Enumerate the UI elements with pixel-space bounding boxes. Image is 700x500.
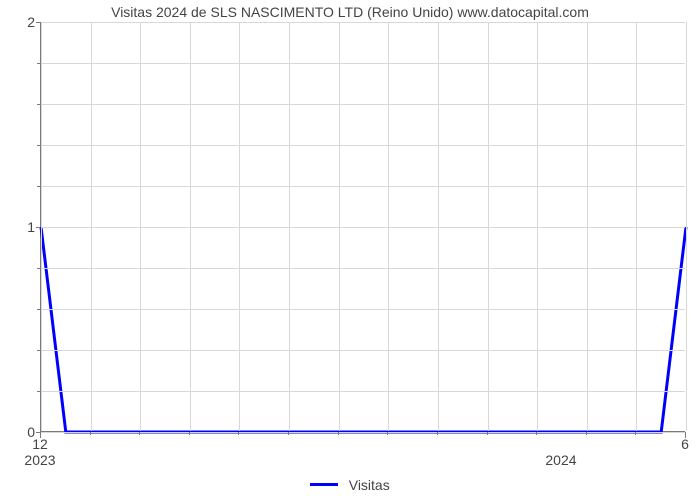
grid-horizontal [41,227,685,228]
y-tick-mark-minor [37,145,40,146]
y-tick-mark-minor [37,309,40,310]
x-tick-mark-minor [288,432,289,435]
grid-horizontal [41,432,685,433]
chart-container: Visitas 2024 de SLS NASCIMENTO LTD (Rein… [0,0,700,500]
x-tick-mark-minor [387,432,388,435]
y-tick-label: 0 [5,424,35,440]
y-tick-mark-minor [37,104,40,105]
grid-horizontal-minor [41,268,685,269]
y-tick-mark-minor [37,350,40,351]
x-tick-label-year: 2023 [24,452,55,468]
x-tick-label-year: 2024 [545,452,576,468]
grid-horizontal-minor [41,145,685,146]
grid-horizontal-minor [41,186,685,187]
grid-horizontal-minor [41,309,685,310]
grid-horizontal-minor [41,63,685,64]
legend-label: Visitas [349,477,390,493]
x-tick-mark-minor [338,432,339,435]
x-tick-label: 12 [32,436,48,452]
x-tick-mark-minor [139,432,140,435]
chart-title: Visitas 2024 de SLS NASCIMENTO LTD (Rein… [0,4,700,20]
x-tick-mark-minor [189,432,190,435]
grid-horizontal-minor [41,391,685,392]
x-tick-mark-minor [90,432,91,435]
y-tick-mark [36,22,40,23]
grid-horizontal-minor [41,350,685,351]
y-tick-label: 2 [5,14,35,30]
y-tick-mark-minor [37,63,40,64]
x-tick-mark-minor [487,432,488,435]
y-tick-mark-minor [37,186,40,187]
plot-area [40,22,685,432]
grid-vertical [686,22,687,431]
legend: Visitas [0,476,700,494]
grid-horizontal [41,22,685,23]
y-tick-mark [36,227,40,228]
grid-horizontal-minor [41,104,685,105]
series-line [41,227,686,432]
x-tick-mark-minor [437,432,438,435]
x-tick-label: 6 [681,436,689,452]
x-tick-mark-minor [238,432,239,435]
x-tick-mark-minor [635,432,636,435]
y-tick-mark-minor [37,391,40,392]
y-tick-mark-minor [37,268,40,269]
legend-swatch [310,483,338,486]
y-tick-label: 1 [5,219,35,235]
x-tick-mark-minor [536,432,537,435]
x-tick-mark-minor [586,432,587,435]
